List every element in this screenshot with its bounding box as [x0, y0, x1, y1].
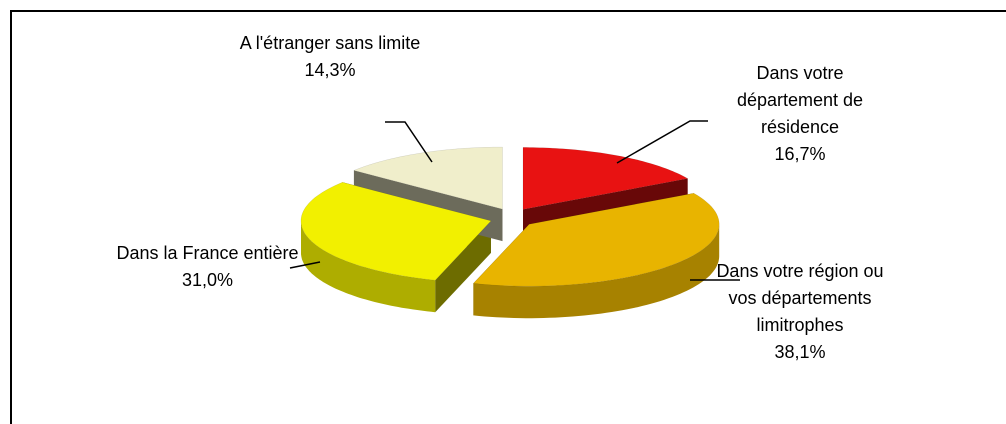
leader-line [616, 120, 708, 164]
slice [522, 147, 689, 210]
category-label: Dans la France entière [116, 243, 299, 263]
slice-label: Dans votre région ou vos départements li… [710, 258, 890, 366]
value-label: 38,1% [774, 342, 826, 362]
slice-wall [473, 224, 720, 319]
frame [10, 10, 1006, 424]
value-label: 31,0% [181, 270, 234, 290]
leader-line [289, 261, 321, 269]
category-label: Dans votre région ou vos départements li… [716, 261, 884, 335]
category-label: Dans votre département de résidence [736, 63, 864, 137]
slice-label: Dans votre département de résidence 16,7% [705, 60, 895, 168]
slice [300, 182, 492, 281]
slice-label: Dans la France entière 31,0% [115, 240, 300, 294]
value-label: 14,3% [304, 60, 356, 80]
slice-wall [301, 220, 436, 313]
category-label: A l'étranger sans limite [239, 33, 421, 53]
slice-label: A l'étranger sans limite 14,3% [225, 30, 435, 84]
value-label: 16,7% [774, 144, 826, 164]
leader-line [385, 121, 433, 163]
slice [353, 146, 503, 210]
slice [472, 192, 720, 287]
